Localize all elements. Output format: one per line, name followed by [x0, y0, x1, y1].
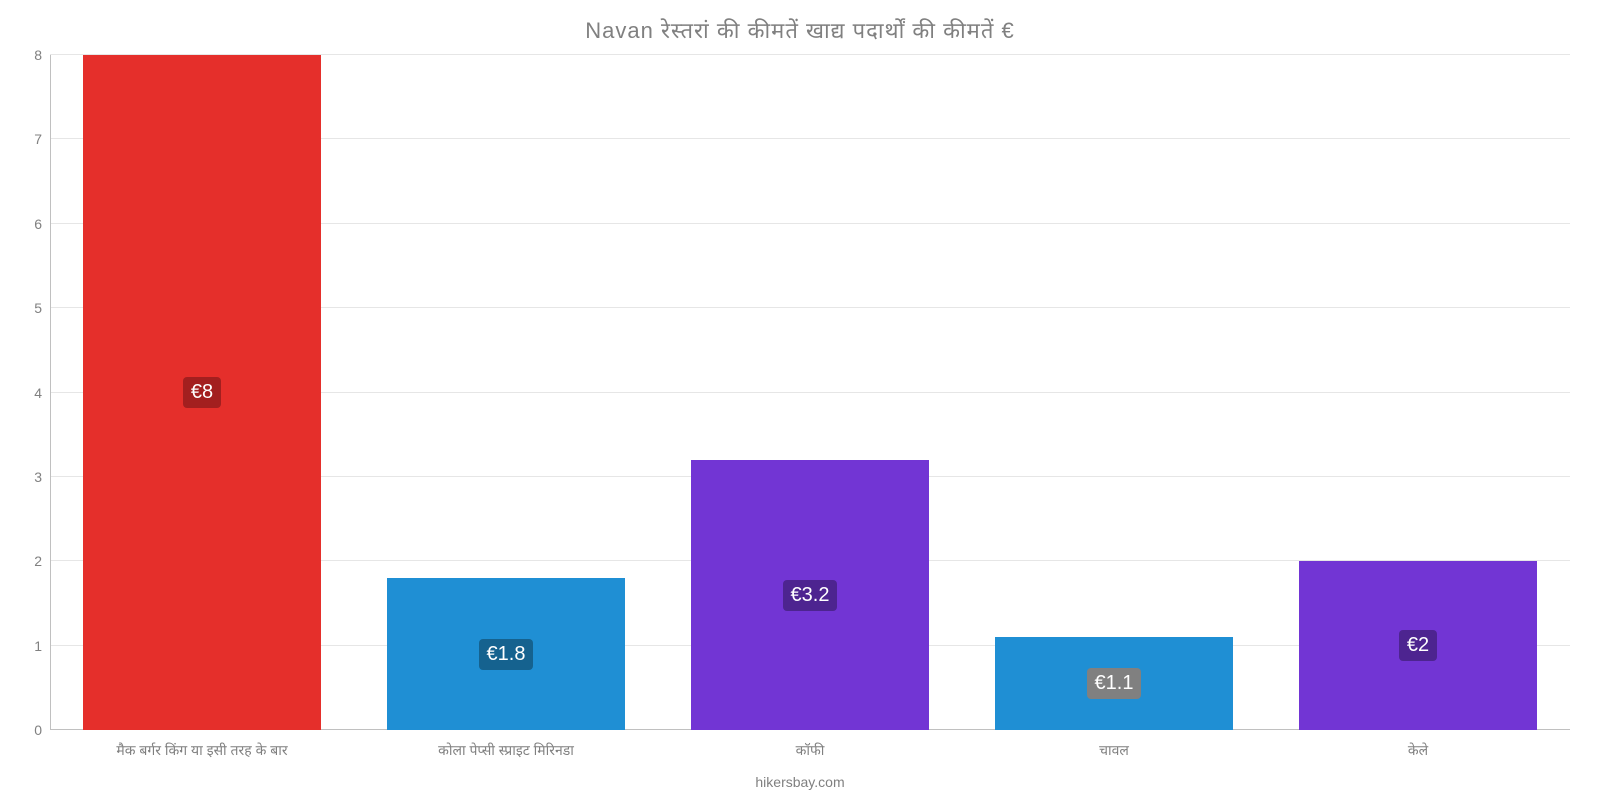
bar-value-label: €2 [1399, 630, 1437, 661]
y-tick-label: 8 [34, 47, 42, 63]
bar: €8 [83, 55, 320, 730]
bar-slot: €3.2 [658, 55, 962, 730]
y-tick-label: 0 [34, 722, 42, 738]
chart-container: Navan रेस्तरां की कीमतें खाद्य पदार्थों … [0, 0, 1600, 800]
bar: €1.1 [995, 637, 1232, 730]
y-tick-label: 4 [34, 385, 42, 401]
chart-title: Navan रेस्तरां की कीमतें खाद्य पदार्थों … [0, 0, 1600, 55]
bar-slot: €1.1 [962, 55, 1266, 730]
x-tick-label: कोला पेप्सी स्प्राइट मिरिनडा [354, 741, 658, 760]
x-tick-label: केले [1266, 741, 1570, 760]
chart-footer: hikersbay.com [0, 774, 1600, 790]
bar-value-label: €1.8 [479, 639, 534, 670]
bar-value-label: €1.1 [1087, 668, 1142, 699]
bar: €3.2 [691, 460, 928, 730]
x-tick-label: कॉफी [658, 741, 962, 760]
bar: €2 [1299, 561, 1536, 730]
bar-slot: €2 [1266, 55, 1570, 730]
plot-area: €8 €1.8 €3.2 €1.1 €2 [50, 55, 1570, 730]
x-tick-label: मैक बर्गर किंग या इसी तरह के बार [50, 741, 354, 760]
y-tick-label: 5 [34, 300, 42, 316]
bar-value-label: €3.2 [783, 580, 838, 611]
y-tick-label: 6 [34, 216, 42, 232]
bar-slot: €1.8 [354, 55, 658, 730]
bar: €1.8 [387, 578, 624, 730]
y-tick-label: 2 [34, 553, 42, 569]
y-tick-label: 7 [34, 131, 42, 147]
x-tick-label: चावल [962, 741, 1266, 760]
y-axis: 012345678 [0, 55, 50, 730]
bar-slot: €8 [50, 55, 354, 730]
y-tick-label: 1 [34, 638, 42, 654]
x-axis-labels: मैक बर्गर किंग या इसी तरह के बारकोला पेप… [50, 741, 1570, 760]
bar-value-label: €8 [183, 377, 221, 408]
bars-group: €8 €1.8 €3.2 €1.1 €2 [50, 55, 1570, 730]
y-tick-label: 3 [34, 469, 42, 485]
